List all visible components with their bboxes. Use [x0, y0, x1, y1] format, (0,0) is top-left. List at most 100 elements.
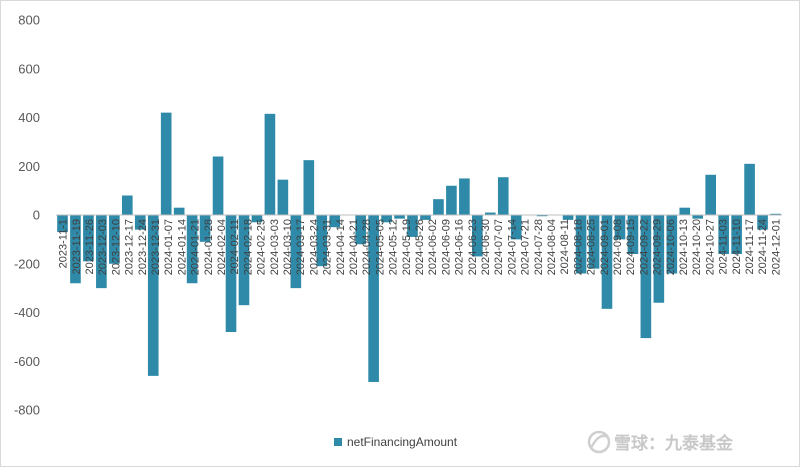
x-tick-label: 2024-05-26: [414, 219, 426, 275]
bar: [420, 215, 431, 220]
bar: [472, 215, 483, 257]
x-tick-label: 2024-02-18: [242, 219, 254, 275]
x-tick-label: 2023-12-10: [110, 219, 122, 275]
bar: [484, 212, 496, 215]
x-tick-label: 2024-10-20: [691, 219, 703, 275]
bar: [601, 215, 613, 309]
bar-series: [57, 112, 781, 382]
bar: [264, 113, 276, 215]
y-tick-label: -400: [14, 305, 40, 320]
x-tick-label: 2024-08-11: [559, 219, 571, 274]
x-tick-label: 2024-09-08: [612, 219, 624, 275]
x-tick-label: 2024-07-14: [506, 219, 518, 275]
bar: [316, 215, 328, 267]
x-tick-label: 2024-03-24: [308, 219, 320, 275]
x-tick-label: 2024-05-12: [388, 219, 400, 275]
y-tick-label: 0: [33, 208, 40, 223]
x-tick-label: 2024-09-01: [599, 219, 611, 275]
bar: [666, 215, 678, 274]
watermark: 雪球：九泰基金: [587, 430, 734, 454]
bar: [770, 213, 781, 215]
x-tick-label: 2024-06-30: [480, 219, 492, 275]
bar: [355, 215, 366, 245]
bar: [238, 215, 250, 306]
bar: [251, 215, 263, 223]
y-tick-label: 800: [18, 13, 40, 28]
x-tick-label: 2024-06-02: [427, 219, 439, 275]
x-tick-label: 2024-11-17: [744, 219, 756, 274]
bar: [290, 215, 302, 289]
bar: [394, 215, 405, 219]
y-tick-label: 600: [18, 61, 40, 76]
x-tick-label: 2024-01-07: [163, 219, 175, 275]
x-tick-label: 2024-03-31: [322, 219, 334, 275]
x-tick-label: 2024-07-28: [533, 219, 545, 275]
bar: [277, 179, 289, 215]
x-tick-label: 2023-12-17: [124, 219, 136, 275]
bar: [510, 215, 522, 240]
x-tick-label: 2023-12-24: [137, 219, 149, 275]
legend-swatch: [334, 438, 342, 446]
bar: [459, 178, 470, 215]
bar: [70, 215, 81, 284]
x-tick-label: 2024-02-25: [256, 219, 268, 275]
xueqiu-logo-icon: [587, 430, 611, 454]
x-tick-label: 2024-09-22: [638, 219, 650, 275]
bar: [147, 215, 159, 376]
bar: [497, 177, 509, 215]
bar: [83, 215, 94, 262]
bar: [109, 215, 120, 264]
bar: [381, 215, 392, 223]
bar: [186, 215, 198, 284]
x-tick-label: 2024-03-17: [295, 219, 307, 275]
x-axis-tick-labels: 2023-11-1 2023-11-19 2023-11-26 2023-12-03 2…: [58, 219, 783, 275]
bar: [679, 207, 691, 215]
x-tick-label: 2024-04-14: [335, 219, 347, 275]
x-tick-label: 2023-12-03: [97, 219, 109, 275]
x-tick-label: 2024-04-21: [348, 219, 360, 275]
bar: [627, 215, 639, 254]
bar: [303, 160, 315, 215]
bar: [96, 215, 107, 289]
x-tick-label: 2024-11-24: [757, 219, 769, 274]
bar: [692, 215, 704, 219]
bar: [718, 215, 729, 254]
x-tick-label: 2024-08-18: [572, 219, 584, 275]
watermark-text: 雪球：九泰基金: [614, 433, 734, 454]
bar: [407, 215, 418, 237]
bar: [575, 215, 587, 274]
bar: [160, 112, 172, 216]
bar: [653, 215, 665, 303]
y-tick-label: -200: [14, 256, 40, 271]
x-tick-label: 2024-09-29: [652, 219, 664, 275]
bar: [562, 215, 574, 220]
x-tick-label: 2024-10-13: [678, 219, 690, 275]
bar: [705, 174, 717, 215]
x-tick-label: 2024-03-10: [282, 219, 294, 275]
legend: netFinancingAmount: [334, 435, 458, 449]
x-tick-label: 2024-11-03: [718, 219, 730, 274]
bar: [134, 215, 146, 230]
x-tick-label: 2024-02-04: [216, 219, 228, 275]
y-tick-label: 200: [18, 159, 40, 174]
x-tick-label: 2023-11-1: [58, 219, 70, 268]
x-tick-label: 2024-03-03: [269, 219, 281, 275]
bar: [446, 185, 457, 215]
x-tick-label: 2024-07-21: [520, 219, 532, 275]
x-tick-label: 2024-11-10: [731, 219, 743, 274]
bar: [757, 215, 768, 230]
x-tick-label: 2023-11-19: [71, 219, 83, 274]
bar: [744, 163, 755, 215]
bar: [536, 215, 548, 217]
x-tick-label: 2024-06-09: [440, 219, 452, 275]
x-tick-label: 2024-07-07: [493, 219, 505, 275]
bar: [212, 156, 224, 215]
y-tick-label: 400: [18, 110, 40, 125]
x-tick-label: 2024-12-01: [770, 219, 782, 275]
bar: [614, 215, 626, 240]
x-tick-label: 2024-04-28: [361, 219, 373, 275]
x-tick-label: 2024-02-11: [229, 219, 241, 274]
bar: [368, 215, 379, 382]
y-tick-label: -800: [14, 403, 40, 418]
x-tick-label: 2024-08-25: [586, 219, 598, 275]
